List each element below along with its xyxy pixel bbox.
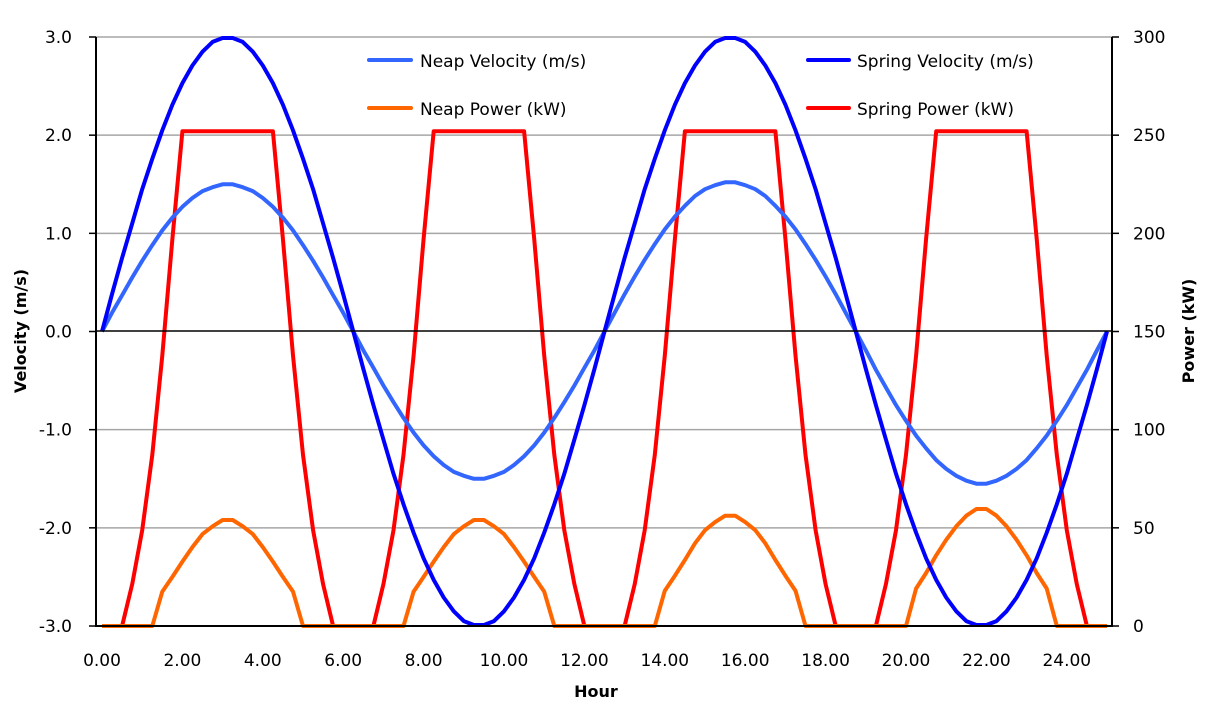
y2-tick-label: 100 [1133, 421, 1165, 441]
legend-label-neap-power: Neap Power (kW) [420, 100, 567, 120]
legend-item-spring-power: Spring Power (kW) [806, 100, 1014, 120]
y2-axis-title: Power (kW) [1179, 279, 1198, 384]
series-layer [100, 36, 1109, 628]
y2-tick-label: 50 [1133, 519, 1155, 539]
legend-label-spring-power: Spring Power (kW) [857, 100, 1014, 120]
y2-tick-label: 0 [1133, 617, 1144, 637]
series-line-spring-power [102, 129, 1107, 628]
legend: Neap Velocity (m/s) Neap Power (kW) Spri… [367, 52, 1034, 120]
y-tick-label: 2.0 [45, 126, 72, 146]
legend-label-neap-velocity: Neap Velocity (m/s) [420, 52, 586, 72]
x-axis-title: Hour [574, 682, 618, 701]
y2-tick-label: 300 [1133, 28, 1165, 48]
legend-item-spring-velocity: Spring Velocity (m/s) [806, 52, 1034, 72]
gridlines [96, 36, 1112, 529]
x-tick-label: 22.00 [962, 651, 1011, 671]
x-tick-label: 8.00 [405, 651, 443, 671]
x-tick-label: 20.00 [882, 651, 931, 671]
x-tick-label: 10.00 [480, 651, 529, 671]
y-axis-title: Velocity (m/s) [11, 269, 30, 393]
y-tick-label: 1.0 [45, 224, 72, 244]
x-tick-label: 6.00 [324, 651, 362, 671]
y-tick-label: -2.0 [39, 519, 72, 539]
y-tick-label: -3.0 [39, 617, 72, 637]
legend-label-spring-velocity: Spring Velocity (m/s) [857, 52, 1034, 72]
y-tick-label: 3.0 [45, 28, 72, 48]
x-tick-label: 16.00 [721, 651, 770, 671]
x-tick-label: 14.00 [640, 651, 689, 671]
x-tick-label: 4.00 [244, 651, 282, 671]
x-tick-label: 24.00 [1042, 651, 1091, 671]
x-tick-label: 0.00 [83, 651, 121, 671]
y-tick-label: -1.0 [39, 421, 72, 441]
x-tick-label: 18.00 [801, 651, 850, 671]
x-tick-label: 12.00 [560, 651, 609, 671]
legend-item-neap-power: Neap Power (kW) [367, 100, 567, 120]
y2-tick-label: 250 [1133, 126, 1165, 146]
tick-labels: 3.0 2.0 1.0 0.0 -1.0 -2.0 -3.0 300 250 200 150 100 5… [39, 28, 1166, 671]
y-tick-label: 0.0 [45, 323, 72, 343]
y2-tick-label: 150 [1133, 323, 1165, 343]
x-tick-label: 2.00 [163, 651, 201, 671]
legend-item-neap-velocity: Neap Velocity (m/s) [367, 52, 586, 72]
series-spring-power [102, 129, 1107, 628]
y2-tick-label: 200 [1133, 224, 1165, 244]
